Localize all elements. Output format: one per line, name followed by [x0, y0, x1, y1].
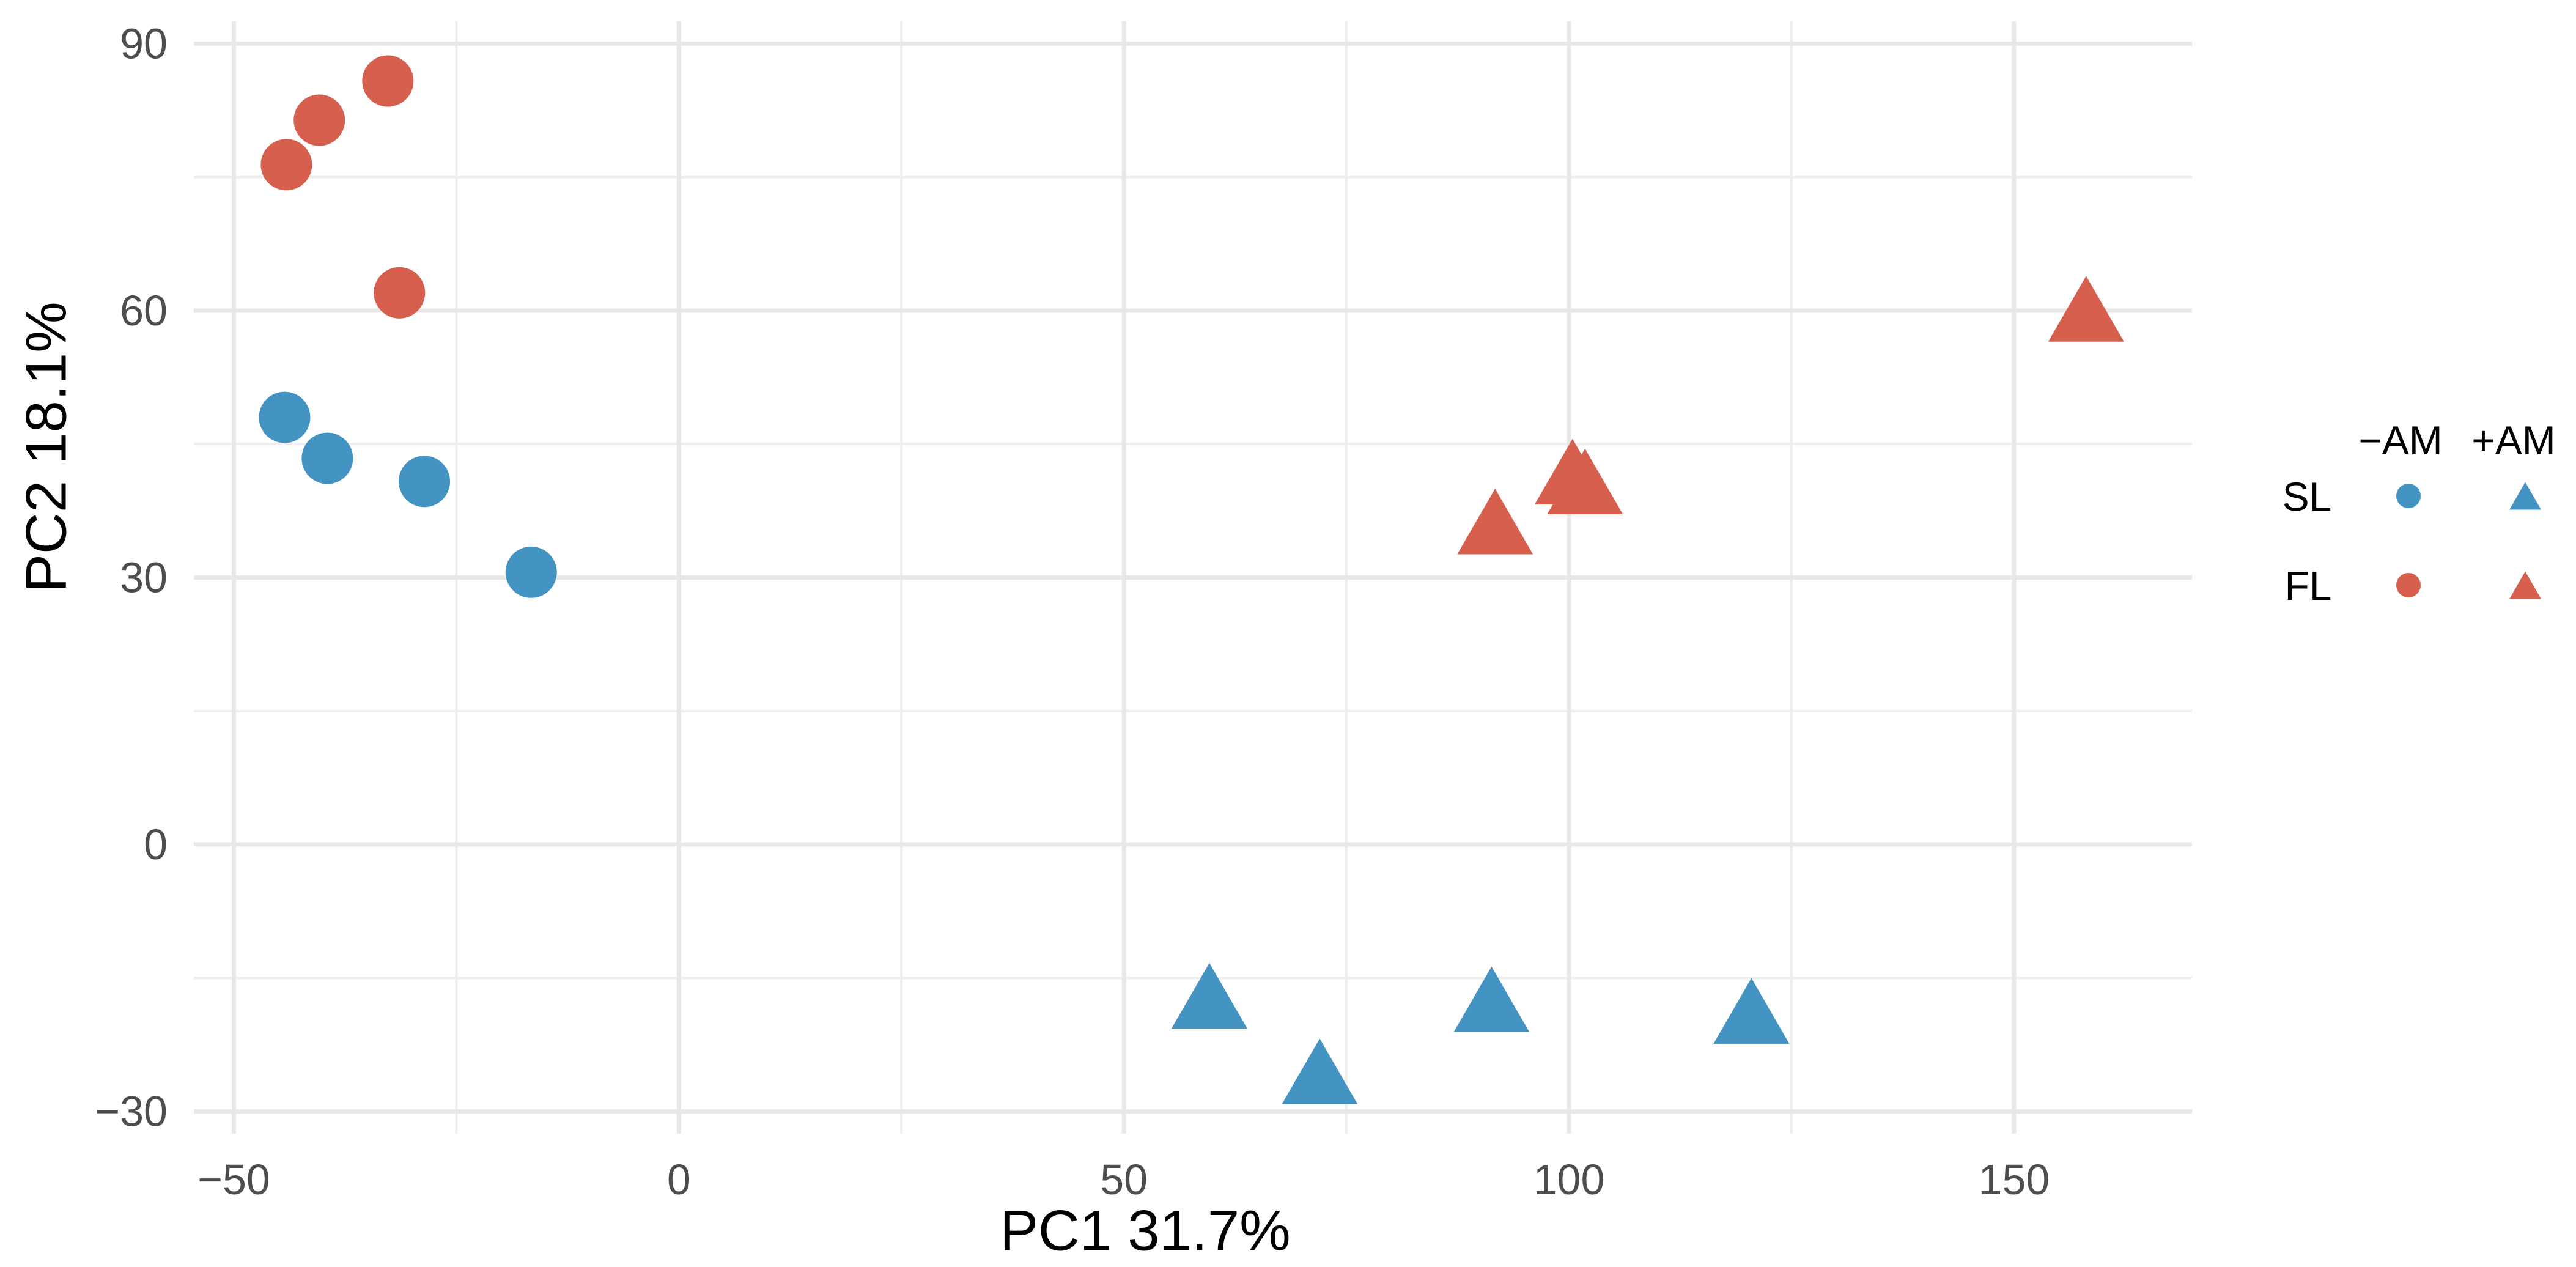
data-point-triangle — [2048, 276, 2124, 342]
legend-key-triangle — [2509, 571, 2541, 599]
data-points — [259, 55, 2124, 1104]
data-point-triangle — [1457, 489, 1533, 555]
data-point-triangle — [1547, 448, 1623, 514]
y-tick-label: 30 — [120, 554, 168, 602]
data-point-triangle — [1453, 966, 1530, 1032]
y-tick-label: −30 — [95, 1088, 168, 1136]
legend-column-label: +AM — [2471, 418, 2556, 463]
data-point-circle — [362, 55, 414, 107]
data-point-circle — [259, 391, 311, 443]
data-point-triangle — [1282, 1038, 1358, 1104]
legend-key-circle — [2396, 484, 2421, 508]
data-point-circle — [260, 139, 312, 191]
y-tick-label: 0 — [144, 821, 168, 868]
y-tick-label: 90 — [120, 20, 168, 67]
x-tick-labels: −50 0 50 100 150 — [197, 1156, 2050, 1203]
x-tick-label: 150 — [1978, 1156, 2050, 1203]
x-tick-label: −50 — [197, 1156, 270, 1203]
major-gridlines — [194, 21, 2192, 1134]
data-point-circle — [505, 546, 557, 598]
x-tick-label: 0 — [667, 1156, 691, 1203]
legend-row-label: FL — [2284, 563, 2331, 608]
legend-key-triangle — [2509, 482, 2541, 510]
legend: −AM +AM SL FL — [2283, 418, 2556, 608]
data-point-circle — [374, 267, 426, 319]
x-tick-label: 100 — [1533, 1156, 1605, 1203]
data-point-circle — [293, 94, 345, 146]
data-point-triangle — [1713, 978, 1790, 1044]
y-axis-title: PC2 18.1% — [14, 301, 78, 593]
y-tick-label: 60 — [120, 287, 168, 334]
legend-row-label: SL — [2283, 474, 2332, 519]
data-point-circle — [301, 432, 353, 484]
minor-gridlines — [194, 21, 2192, 1134]
data-point-triangle — [1171, 962, 1247, 1029]
legend-keys — [2396, 482, 2541, 599]
x-axis-title: PC1 31.7% — [1000, 1199, 1291, 1263]
y-tick-labels: −30 0 30 60 90 — [95, 20, 168, 1135]
data-point-circle — [399, 456, 451, 508]
x-tick-label: 50 — [1100, 1156, 1148, 1203]
legend-key-circle — [2396, 573, 2421, 597]
legend-column-label: −AM — [2358, 418, 2443, 463]
